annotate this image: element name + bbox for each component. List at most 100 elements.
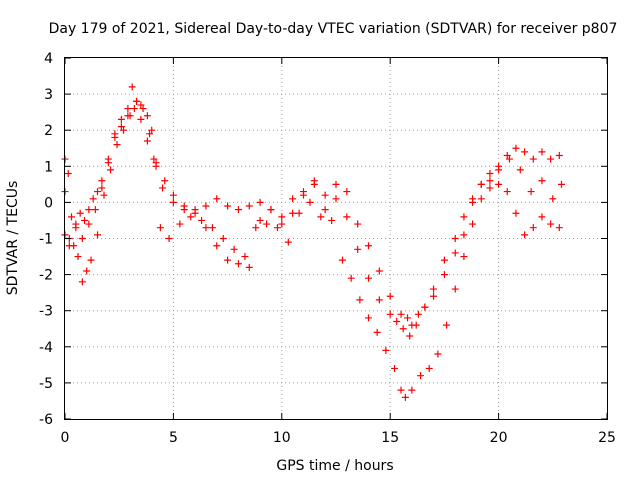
data-point — [202, 202, 210, 210]
data-point — [267, 206, 275, 214]
data-point — [347, 274, 355, 282]
data-point — [234, 260, 242, 268]
data-point — [477, 195, 485, 203]
data-point — [191, 206, 199, 214]
plot-frame — [64, 57, 608, 420]
data-point — [87, 256, 95, 264]
data-point — [85, 206, 93, 214]
data-point — [146, 130, 154, 138]
data-point — [354, 220, 362, 228]
data-markers — [61, 83, 565, 401]
data-point — [328, 216, 336, 224]
data-point — [156, 224, 164, 232]
series-3 — [61, 105, 563, 401]
data-point — [430, 285, 438, 293]
data-point — [169, 198, 177, 206]
data-point — [124, 105, 132, 113]
data-point — [486, 170, 494, 178]
data-point — [547, 155, 555, 163]
y-tick-label: 1 — [44, 159, 53, 175]
data-point — [365, 274, 373, 282]
data-point — [213, 195, 221, 203]
data-point — [414, 310, 422, 318]
data-point — [245, 202, 253, 210]
data-point — [393, 318, 401, 326]
data-point — [339, 256, 347, 264]
data-point — [107, 166, 115, 174]
y-tick-label: -6 — [39, 412, 53, 428]
data-point — [278, 213, 286, 221]
data-point — [137, 115, 145, 123]
data-point — [486, 184, 494, 192]
data-point — [443, 321, 451, 329]
data-point — [139, 105, 147, 113]
data-point — [94, 188, 102, 196]
data-point — [451, 249, 459, 257]
data-point — [256, 198, 264, 206]
data-point — [399, 325, 407, 333]
x-tick-label: 0 — [61, 430, 70, 446]
data-point — [224, 202, 232, 210]
data-point — [440, 256, 448, 264]
data-point — [85, 220, 93, 228]
data-point — [76, 209, 84, 217]
x-tick-label: 25 — [598, 430, 616, 446]
data-point — [516, 166, 524, 174]
data-point — [527, 188, 535, 196]
data-point — [159, 184, 167, 192]
data-point — [555, 151, 563, 159]
chart-title: Day 179 of 2021, Sidereal Day-to-day VTE… — [49, 21, 618, 37]
x-tick-label: 10 — [273, 430, 291, 446]
data-point — [94, 231, 102, 239]
y-tick-label: 4 — [44, 51, 53, 67]
data-point — [241, 253, 249, 261]
grid — [65, 58, 607, 419]
data-point — [224, 256, 232, 264]
data-point — [460, 213, 468, 221]
data-point — [98, 177, 106, 185]
data-point — [176, 220, 184, 228]
data-point — [169, 191, 177, 199]
data-point — [486, 177, 494, 185]
data-point — [404, 314, 412, 322]
y-tick-label: -4 — [39, 340, 53, 356]
data-point — [451, 285, 459, 293]
data-point — [365, 242, 373, 250]
x-axis-label: GPS time / hours — [276, 458, 393, 474]
data-point — [332, 195, 340, 203]
data-point — [375, 267, 383, 275]
data-point — [425, 364, 433, 372]
data-point — [408, 386, 416, 394]
y-axis-label: SDTVAR / TECUs — [5, 181, 21, 296]
data-point — [503, 151, 511, 159]
data-point — [299, 191, 307, 199]
data-point — [343, 188, 351, 196]
data-point — [213, 242, 221, 250]
data-point — [152, 159, 160, 167]
data-point — [263, 220, 271, 228]
y-tick-label: 2 — [44, 123, 53, 139]
data-point — [124, 112, 132, 120]
data-point — [180, 202, 188, 210]
data-point — [505, 155, 513, 163]
data-point — [234, 206, 242, 214]
y-tick-label: -5 — [39, 376, 53, 392]
data-point — [529, 224, 537, 232]
y-tick-label: 0 — [44, 195, 53, 211]
data-point — [104, 159, 112, 167]
data-point — [375, 296, 383, 304]
data-point — [440, 271, 448, 279]
data-point — [133, 97, 141, 105]
y-tick-label: -1 — [39, 232, 53, 248]
axis-ticks: 0 5 10 15 20 25 -6 -5 -4 -3 -2 -1 0 1 2 3 4 — [39, 51, 616, 446]
data-point — [495, 180, 503, 188]
data-point — [434, 350, 442, 358]
data-point — [412, 321, 420, 329]
data-point — [401, 393, 409, 401]
data-point — [310, 180, 318, 188]
data-point — [284, 238, 292, 246]
data-point — [521, 231, 529, 239]
data-point — [538, 213, 546, 221]
data-point — [120, 126, 128, 134]
data-point — [386, 310, 394, 318]
